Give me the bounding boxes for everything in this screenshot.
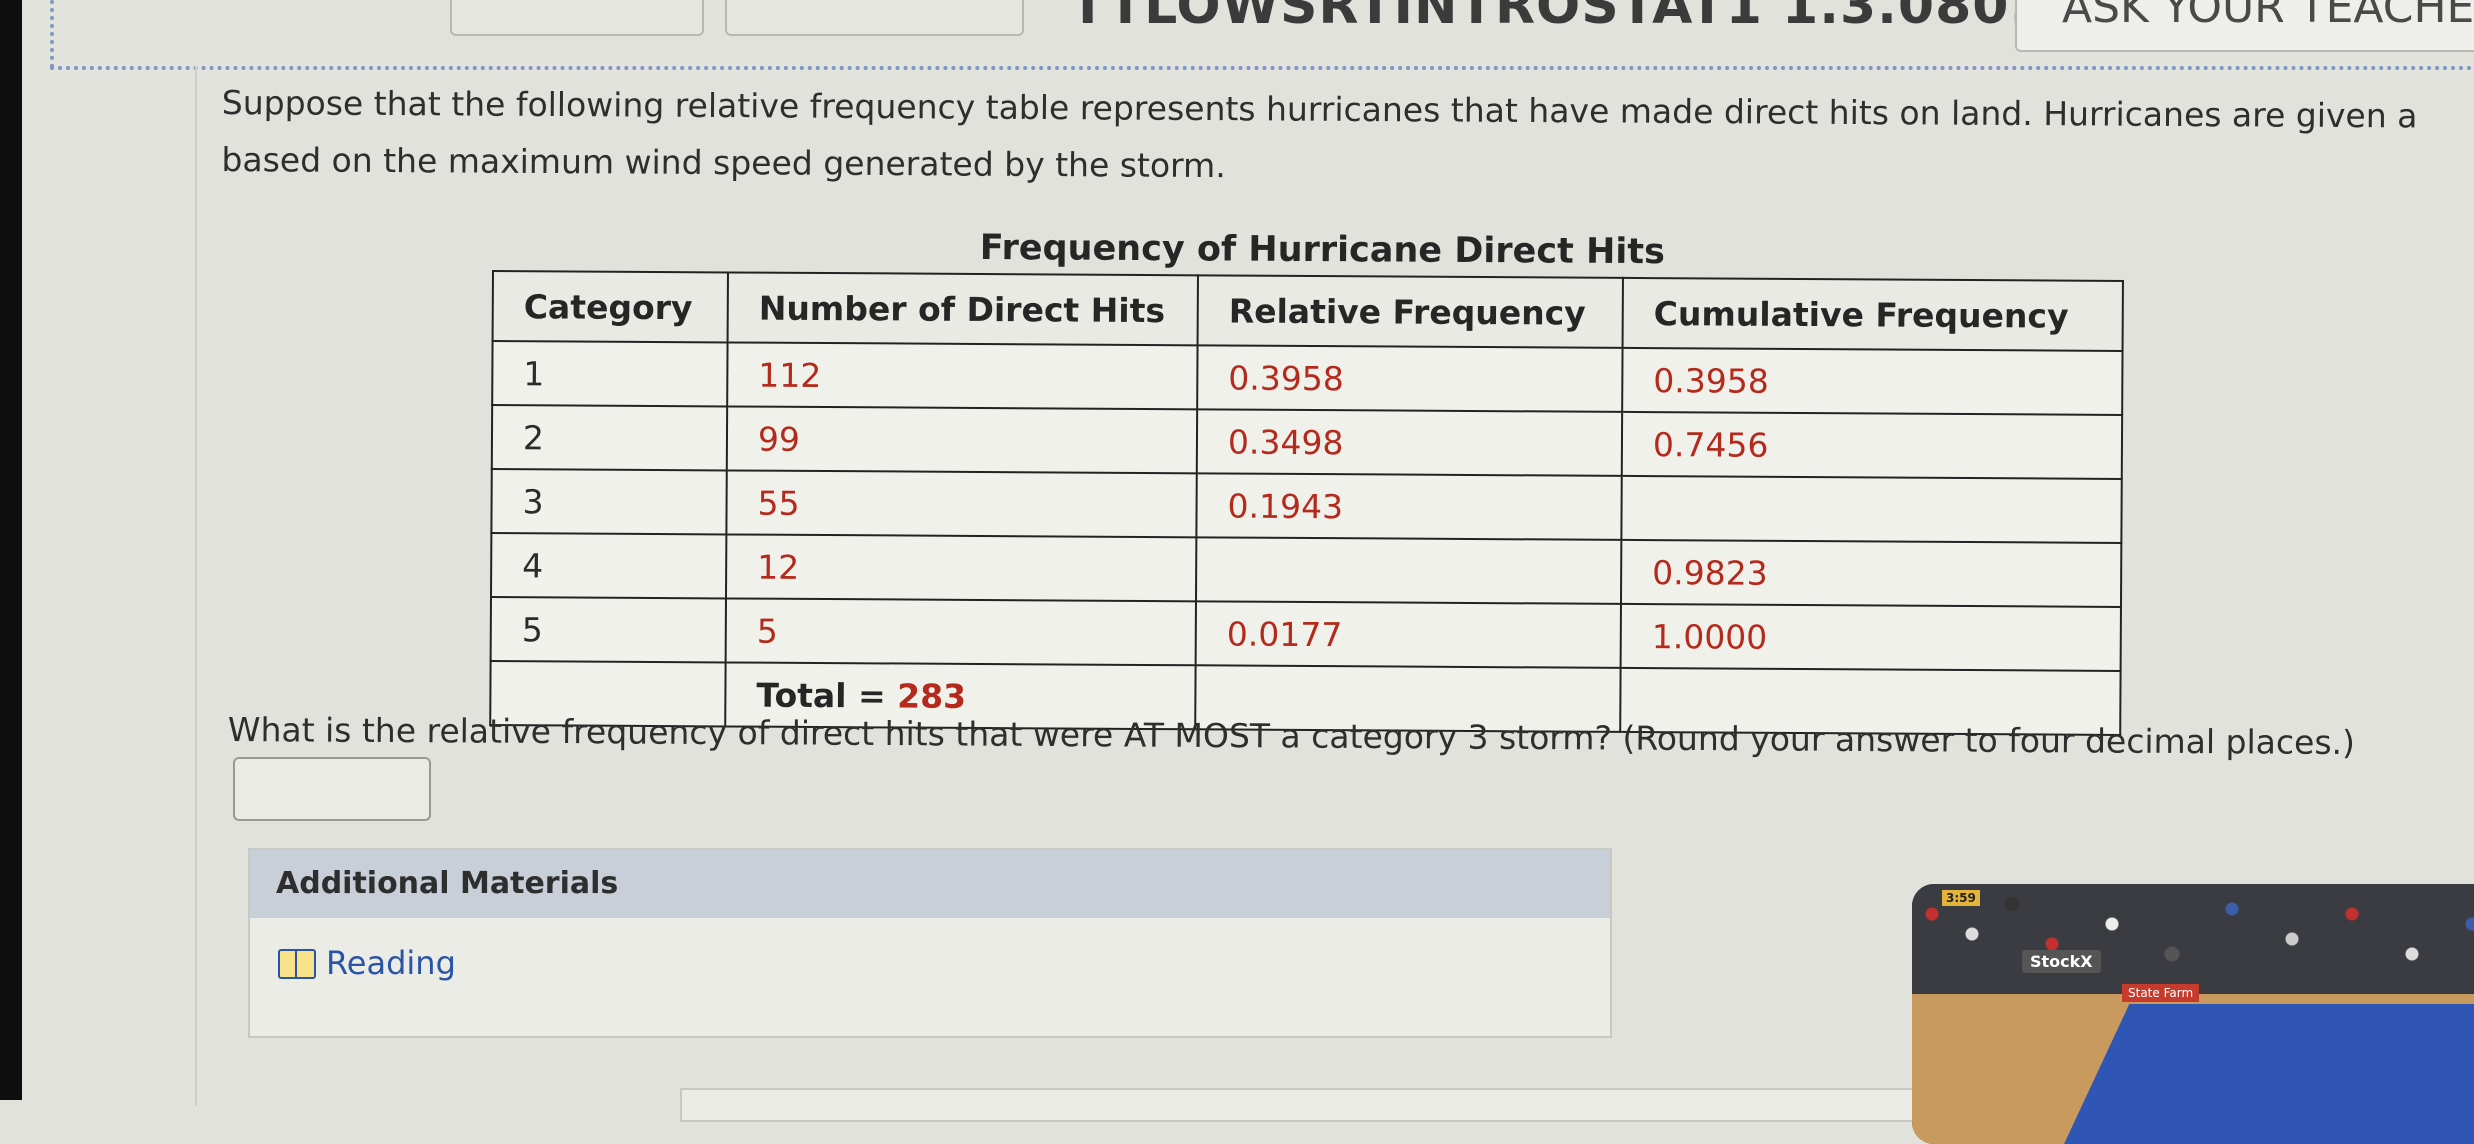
total-value: 283	[897, 675, 967, 716]
cell-hits: 5	[725, 598, 1196, 666]
video-thumbnail[interactable]: 3:59 StockX State Farm	[1912, 884, 2474, 1144]
sponsor-banner-2: State Farm	[2122, 984, 2200, 1002]
reading-link[interactable]: Reading	[278, 944, 456, 982]
crowd-image	[1912, 884, 2474, 994]
cell-cumulative: 0.7456	[1621, 411, 2123, 479]
book-icon	[278, 949, 316, 979]
table-row: 5 5 0.0177 1.0000	[490, 597, 2121, 671]
table-row: 2 99 0.3498 0.7456	[491, 405, 2123, 479]
ask-teacher-button[interactable]: ASK YOUR TEACHER	[2015, 0, 2474, 52]
cell-hits: 12	[725, 534, 1197, 602]
reading-link-label: Reading	[326, 944, 456, 982]
cell-cumulative: 1.0000	[1620, 603, 2121, 671]
cell-category: 5	[490, 597, 726, 663]
bottom-panel	[680, 1088, 1914, 1122]
cell-cumulative: 0.9823	[1620, 539, 2122, 607]
score-badge: 3:59	[1942, 890, 1980, 906]
header-category: Category	[492, 271, 728, 343]
cell-hits: 112	[727, 342, 1198, 410]
cell-relative: 0.0177	[1195, 601, 1621, 668]
answer-input[interactable]	[233, 757, 431, 821]
cell-relative	[1195, 537, 1622, 604]
total-label: Total =	[756, 675, 898, 715]
table-row: 4 12 0.9823	[491, 533, 2122, 607]
cell-category: 2	[491, 405, 728, 471]
cell-cumulative: 0.3958	[1622, 347, 2123, 415]
toolbar-button-1[interactable]	[450, 0, 704, 36]
cell-cumulative	[1621, 475, 2122, 543]
header-hits: Number of Direct Hits	[727, 272, 1198, 346]
toolbar-button-2[interactable]	[725, 0, 1024, 36]
focus-outline-left	[50, 0, 54, 68]
header-relative: Relative Frequency	[1197, 275, 1623, 348]
cell-category: 4	[491, 533, 727, 599]
table-row: 3 55 0.1943	[491, 469, 2122, 543]
table-header-row: Category Number of Direct Hits Relative …	[492, 271, 2123, 351]
screen-bezel	[0, 0, 22, 1100]
cell-relative: 0.1943	[1196, 473, 1622, 540]
cell-category: 3	[491, 469, 727, 535]
cell-category: 1	[492, 341, 728, 407]
cell-hits: 99	[726, 406, 1198, 474]
frequency-table-wrapper: Category Number of Direct Hits Relative …	[489, 270, 2124, 736]
additional-materials-panel: Additional Materials Reading	[248, 848, 1612, 1038]
header-cumulative: Cumulative Frequency	[1622, 277, 2123, 351]
focus-outline	[50, 66, 2474, 70]
cell-hits: 55	[726, 470, 1197, 538]
frequency-table: Category Number of Direct Hits Relative …	[489, 270, 2124, 736]
content-divider	[195, 66, 197, 1106]
table-title: Frequency of Hurricane Direct Hits	[979, 228, 1665, 273]
materials-header: Additional Materials	[250, 850, 1610, 918]
sponsor-banner: StockX	[2022, 950, 2101, 973]
question-intro: Suppose that the following relative freq…	[221, 82, 2418, 186]
table-row: 1 112 0.3958 0.3958	[492, 341, 2123, 415]
cell-relative: 0.3958	[1197, 345, 1623, 412]
cell-relative: 0.3498	[1196, 409, 1623, 476]
